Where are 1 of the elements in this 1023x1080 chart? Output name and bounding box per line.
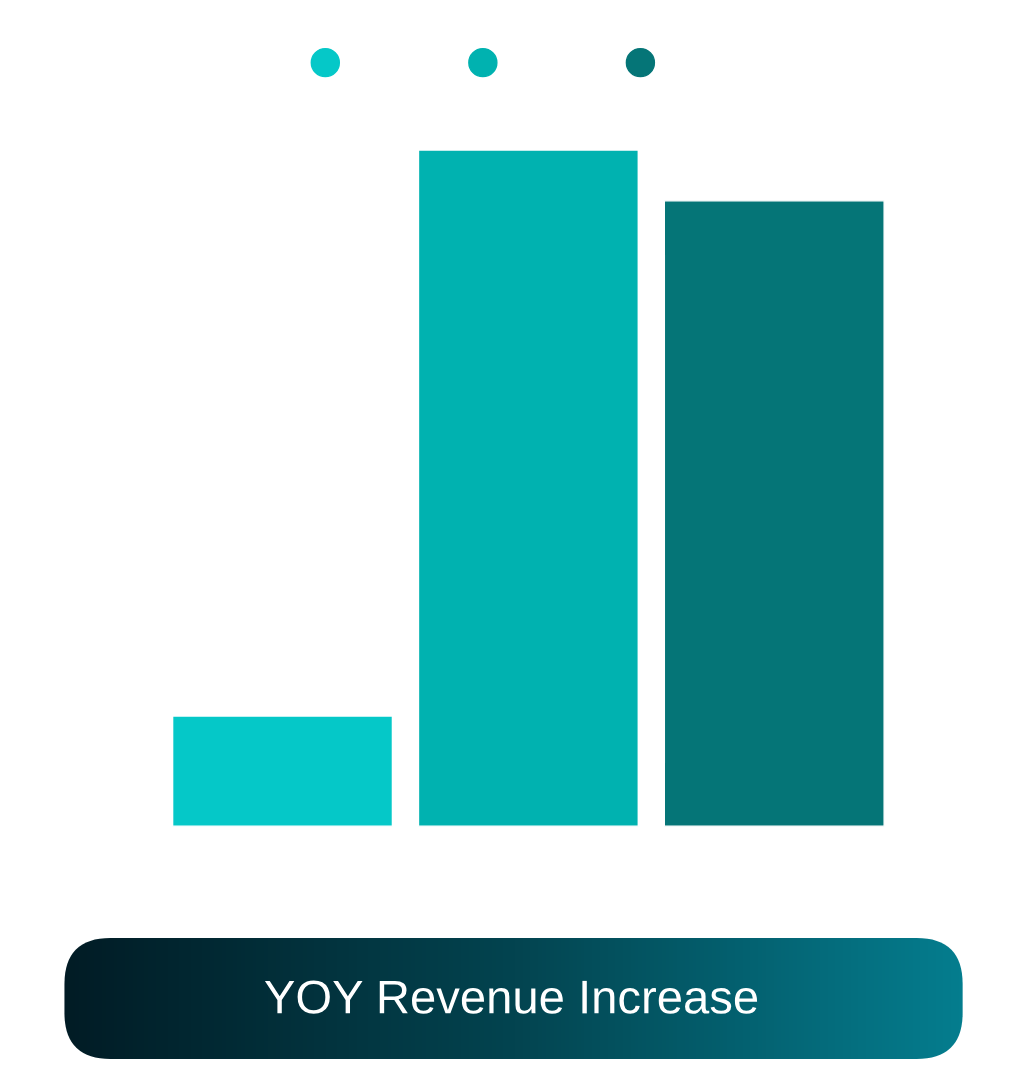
text: YOY Revenue Increase bbox=[264, 980, 758, 1014]
